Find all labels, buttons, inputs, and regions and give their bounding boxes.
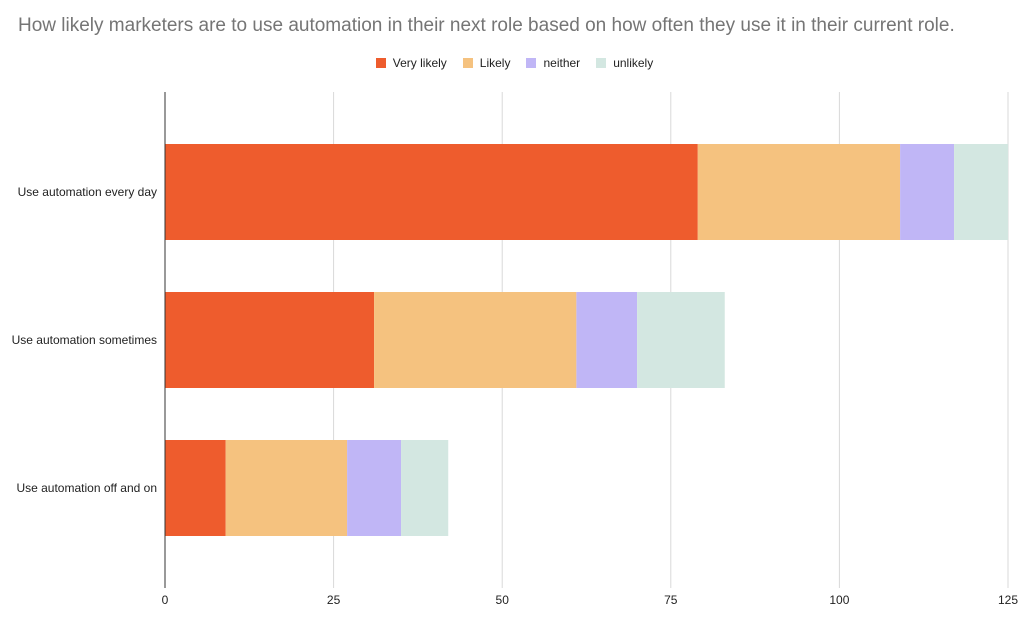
legend-label-very-likely: Very likely — [392, 56, 447, 70]
bar-segment — [165, 440, 226, 536]
x-tick-label: 100 — [829, 593, 849, 607]
legend-item-unlikely[interactable]: unlikely — [596, 56, 653, 70]
legend-item-likely[interactable]: Likely — [462, 56, 511, 70]
legend-swatch-neither — [526, 58, 537, 68]
legend-swatch-unlikely — [596, 58, 607, 68]
bar-segment — [347, 440, 402, 536]
bar-segment — [165, 144, 698, 240]
bar-segment — [954, 144, 1008, 240]
x-tick-label: 25 — [327, 593, 341, 607]
legend-label-unlikely: unlikely — [613, 56, 654, 70]
bar-segment — [900, 144, 955, 240]
legend-item-neither[interactable]: neither — [526, 56, 580, 70]
bar-segment — [374, 292, 577, 388]
x-tick-label: 0 — [162, 593, 169, 607]
legend-swatch-likely — [462, 58, 473, 68]
bar-segment — [697, 144, 901, 240]
bar-segment — [165, 292, 375, 388]
chart-title: How likely marketers are to use automati… — [18, 15, 955, 36]
bar-segment — [576, 292, 638, 388]
category-label: Use automation every day — [18, 185, 157, 199]
legend-label-neither: neither — [543, 56, 581, 70]
legend-swatch-very-likely — [375, 58, 386, 68]
x-tick-label: 125 — [998, 593, 1018, 607]
category-label: Use automation off and on — [16, 481, 157, 495]
legend-label-likely: Likely — [479, 56, 511, 70]
legend-item-very-likely[interactable]: Very likely — [375, 56, 447, 70]
bar-segment — [401, 440, 449, 536]
legend: Very likely Likely neither unlikely — [0, 56, 1024, 70]
bar-segment — [637, 292, 725, 388]
x-tick-label: 75 — [664, 593, 678, 607]
category-label: Use automation sometimes — [12, 333, 157, 347]
x-tick-label: 50 — [496, 593, 510, 607]
bar-segment — [225, 440, 348, 536]
